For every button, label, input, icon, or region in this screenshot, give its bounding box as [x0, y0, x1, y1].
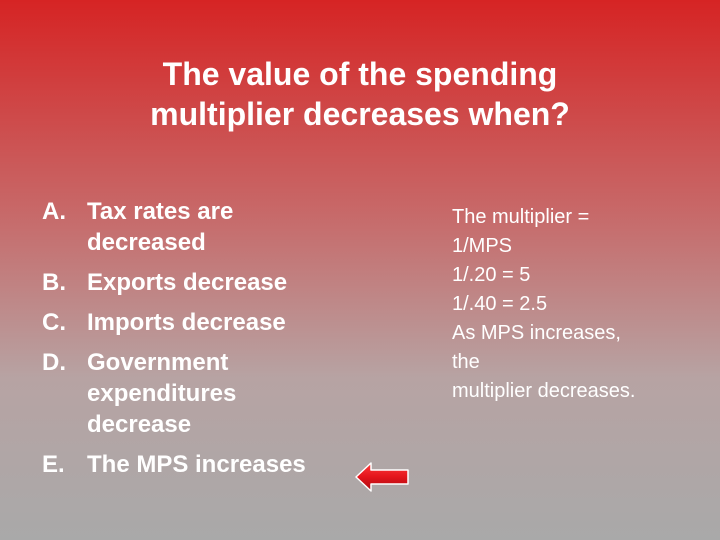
option-text-line: The MPS increases: [87, 451, 306, 478]
option-text-line: Exports decrease: [87, 269, 288, 296]
option-text: Exports decrease: [87, 267, 362, 298]
option-text: The MPS increases: [87, 449, 362, 480]
option-a: A. Tax rates are decreased: [42, 196, 362, 258]
notes-line: the: [452, 351, 480, 373]
option-b: B. Exports decrease: [42, 267, 362, 298]
option-d: D. Government expenditures decrease: [42, 347, 362, 440]
answer-options-list: A. Tax rates are decreased B. Exports de…: [42, 196, 362, 489]
notes-line: 1/.20 = 5: [452, 264, 531, 286]
option-text: Imports decrease: [87, 307, 362, 338]
option-c: C. Imports decrease: [42, 307, 362, 338]
notes-line: 1/.40 = 2.5: [452, 293, 548, 315]
option-e: E. The MPS increases: [42, 449, 362, 480]
slide-title: The value of the spending multiplier dec…: [60, 54, 660, 134]
notes-line: multiplier decreases.: [452, 380, 636, 402]
option-text-line: Government: [87, 349, 229, 376]
option-text-line: Tax rates are: [87, 198, 234, 225]
option-text-line: Imports decrease: [87, 309, 286, 336]
notes-line: The multiplier =: [452, 206, 590, 228]
option-text: Tax rates are decreased: [87, 196, 362, 258]
option-text-line: decreased: [87, 229, 206, 256]
option-letter: B.: [42, 269, 66, 296]
multiplier-notes: The multiplier = 1/MPS 1/.20 = 5 1/.40 =…: [452, 203, 702, 406]
title-line: multiplier decreases when?: [150, 96, 570, 132]
left-arrow-icon: [355, 462, 409, 492]
title-line: The value of the spending: [162, 56, 558, 92]
option-letter: A.: [42, 198, 66, 225]
option-text-line: decrease: [87, 411, 192, 438]
option-text-line: expenditures: [87, 380, 237, 407]
option-letter: D.: [42, 349, 66, 376]
notes-line: As MPS increases,: [452, 322, 621, 344]
option-text: Government expenditures decrease: [87, 347, 362, 440]
option-letter: C.: [42, 309, 66, 336]
notes-line: 1/MPS: [452, 235, 513, 257]
option-letter: E.: [42, 451, 65, 478]
